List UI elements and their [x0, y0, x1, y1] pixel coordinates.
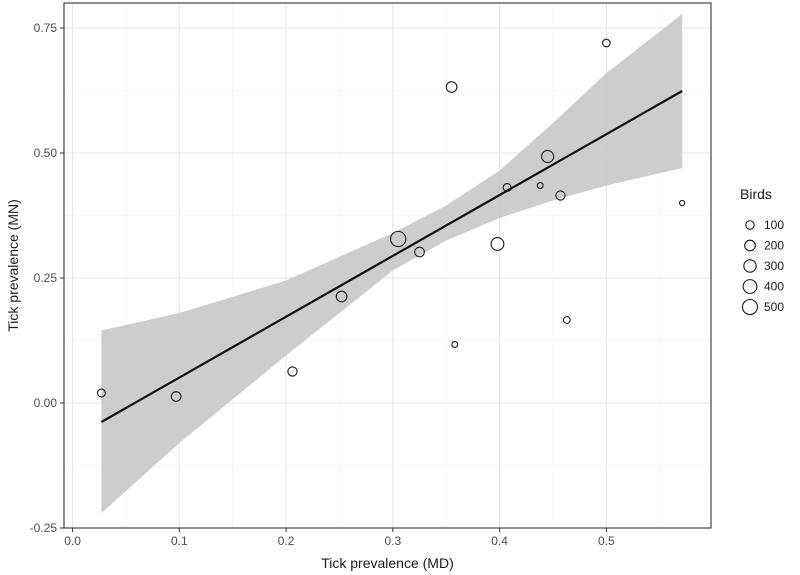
legend-key — [743, 259, 757, 273]
legend-key — [741, 298, 759, 316]
fit-line — [100, 90, 683, 423]
x-tick-label: 0.2 — [278, 534, 295, 548]
data-point — [451, 341, 459, 348]
data-point — [679, 199, 686, 207]
x-tick-label: 0.4 — [491, 534, 508, 548]
data-point — [562, 316, 571, 324]
data-point — [502, 182, 512, 193]
data-points — [96, 38, 686, 402]
legend-label: 100 — [764, 218, 784, 232]
x-tick-label: 0.5 — [598, 534, 615, 548]
confidence-band-group — [101, 14, 683, 513]
y-axis-title: Tick prevalence (MN) — [5, 199, 21, 332]
legend-key — [745, 220, 755, 230]
data-point — [390, 230, 407, 248]
data-point — [555, 190, 566, 201]
data-point — [541, 149, 555, 164]
legend: Birds 100 200 300 400 500 — [740, 186, 784, 316]
legend-key — [742, 279, 758, 294]
data-point — [490, 237, 505, 251]
y-tick-label: 0.75 — [34, 21, 58, 35]
x-axis-title: Tick prevalence (MD) — [321, 555, 454, 571]
legend-label: 200 — [764, 239, 784, 253]
data-point — [536, 182, 544, 189]
x-axis: 0.0 0.1 0.2 0.3 0.4 0.5 — [64, 528, 615, 548]
y-tick-label: -0.25 — [30, 521, 58, 535]
data-point — [287, 366, 298, 377]
data-point — [96, 388, 106, 398]
data-point — [414, 246, 425, 258]
legend-label: 500 — [764, 300, 784, 314]
x-tick-label: 0.3 — [384, 534, 401, 548]
legend-label: 400 — [764, 280, 784, 294]
y-tick-label: 0.50 — [34, 146, 58, 160]
data-point — [170, 391, 182, 402]
legend-key — [744, 239, 756, 252]
confidence-band — [101, 14, 683, 513]
fit-line-group — [100, 90, 683, 423]
y-axis: -0.25 0.00 0.25 0.50 0.75 — [30, 21, 64, 535]
data-point — [602, 38, 611, 48]
x-tick-label: 0.1 — [171, 534, 188, 548]
legend-label: 300 — [764, 259, 784, 273]
y-tick-label: 0.25 — [34, 271, 58, 285]
data-point — [445, 81, 458, 93]
data-point — [335, 290, 348, 303]
panel-border — [63, 2, 712, 529]
x-tick-label: 0.0 — [64, 534, 81, 548]
legend-title: Birds — [740, 186, 772, 202]
y-tick-label: 0.00 — [34, 396, 58, 410]
